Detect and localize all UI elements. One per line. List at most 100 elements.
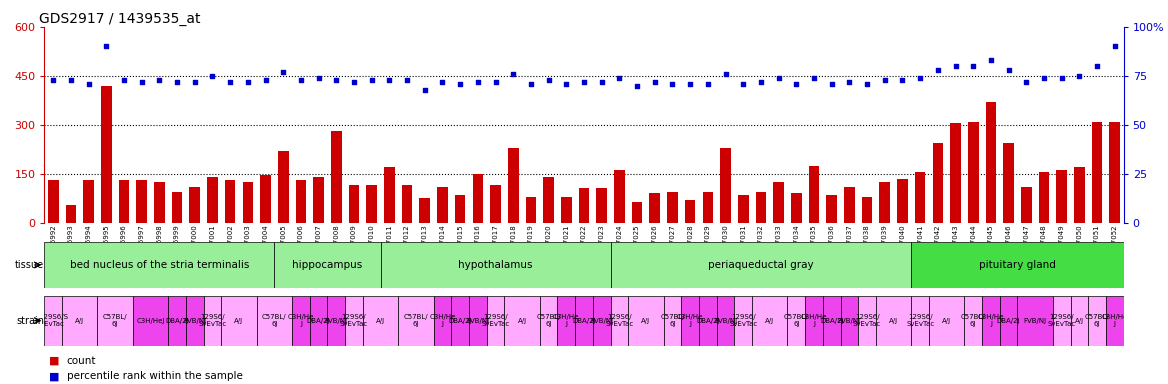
Text: ■: ■: [49, 356, 60, 366]
Point: [468, 79, 487, 85]
Bar: [100, 86, 112, 223]
Point: [79, 81, 98, 87]
Bar: [805, 296, 822, 346]
Text: 129S6/
SvEvTac: 129S6/ SvEvTac: [199, 314, 227, 327]
Point: [416, 86, 434, 93]
Text: 129S6/
SvEvTac: 129S6/ SvEvTac: [340, 314, 368, 327]
Bar: [822, 296, 841, 346]
Point: [451, 81, 470, 87]
Bar: [986, 102, 996, 223]
Point: [575, 79, 593, 85]
Bar: [243, 182, 253, 223]
Bar: [381, 242, 611, 288]
Bar: [225, 180, 236, 223]
Bar: [1038, 172, 1049, 223]
Point: [362, 77, 381, 83]
Point: [398, 77, 417, 83]
Bar: [384, 167, 395, 223]
Bar: [897, 179, 908, 223]
Text: C3H/He
J: C3H/He J: [430, 314, 456, 327]
Text: FVB/NJ: FVB/NJ: [837, 318, 861, 324]
Text: FVB/NJ: FVB/NJ: [590, 318, 613, 324]
Bar: [557, 296, 575, 346]
Point: [681, 81, 700, 87]
Point: [150, 77, 168, 83]
Point: [716, 71, 735, 77]
Point: [522, 81, 541, 87]
Text: A/J: A/J: [517, 318, 527, 324]
Text: A/J: A/J: [75, 318, 84, 324]
Point: [964, 63, 982, 69]
Bar: [1017, 296, 1052, 346]
Point: [734, 81, 752, 87]
Text: C57BL/
6J: C57BL/ 6J: [404, 314, 429, 327]
Point: [44, 77, 63, 83]
Text: FVB/NJ: FVB/NJ: [183, 318, 207, 324]
Point: [186, 79, 204, 85]
Text: 129S6/
SvEvTac: 129S6/ SvEvTac: [906, 314, 934, 327]
Text: DBA/2J: DBA/2J: [696, 318, 719, 324]
Text: C3H/He
J: C3H/He J: [287, 314, 314, 327]
Point: [433, 79, 452, 85]
Point: [805, 75, 823, 81]
Text: DBA/2J: DBA/2J: [572, 318, 596, 324]
Point: [256, 77, 274, 83]
Bar: [1106, 296, 1124, 346]
Point: [1017, 79, 1036, 85]
Bar: [844, 187, 855, 223]
Bar: [470, 296, 487, 346]
Text: C57BL/
6J: C57BL/ 6J: [1085, 314, 1110, 327]
Point: [327, 77, 346, 83]
Bar: [487, 296, 505, 346]
Bar: [611, 242, 911, 288]
Bar: [398, 296, 433, 346]
Text: A/J: A/J: [235, 318, 244, 324]
Point: [503, 71, 522, 77]
Point: [310, 75, 328, 81]
Point: [1070, 73, 1089, 79]
Bar: [787, 296, 805, 346]
Bar: [491, 185, 501, 223]
Bar: [278, 151, 288, 223]
Text: C3H/He
J: C3H/He J: [978, 314, 1004, 327]
Text: 129S6/
SvEvTac: 129S6/ SvEvTac: [729, 314, 757, 327]
Point: [168, 79, 187, 85]
Bar: [827, 195, 837, 223]
Bar: [735, 296, 752, 346]
Text: FVB/NJ: FVB/NJ: [1023, 318, 1047, 324]
Text: C57BL/
6J: C57BL/ 6J: [103, 314, 127, 327]
Bar: [327, 296, 346, 346]
Text: C57BL/
6J: C57BL/ 6J: [262, 314, 286, 327]
Bar: [65, 205, 76, 223]
Text: C57BL/
6J: C57BL/ 6J: [784, 314, 808, 327]
Bar: [186, 296, 203, 346]
Point: [486, 79, 505, 85]
Bar: [808, 166, 819, 223]
Point: [787, 81, 806, 87]
Point: [221, 79, 239, 85]
Text: C3H/He
J: C3H/He J: [1101, 314, 1128, 327]
Bar: [257, 296, 292, 346]
Point: [380, 77, 398, 83]
Bar: [296, 180, 306, 223]
Bar: [611, 296, 628, 346]
Bar: [44, 242, 274, 288]
Point: [770, 75, 788, 81]
Bar: [597, 189, 607, 223]
Bar: [473, 174, 484, 223]
Point: [876, 77, 895, 83]
Point: [292, 77, 311, 83]
Bar: [951, 123, 961, 223]
Bar: [717, 296, 735, 346]
Bar: [203, 296, 221, 346]
Text: percentile rank within the sample: percentile rank within the sample: [67, 371, 243, 381]
Bar: [773, 182, 784, 223]
Point: [238, 79, 257, 85]
Point: [273, 69, 292, 75]
Bar: [313, 177, 324, 223]
Bar: [932, 143, 943, 223]
Bar: [1110, 121, 1120, 223]
Point: [646, 79, 665, 85]
Bar: [508, 148, 519, 223]
Bar: [1052, 296, 1071, 346]
